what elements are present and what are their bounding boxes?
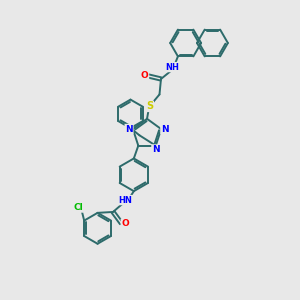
Text: N: N xyxy=(125,124,133,134)
Text: N: N xyxy=(161,124,169,134)
Text: O: O xyxy=(141,71,148,80)
Text: HN: HN xyxy=(118,196,132,205)
Text: S: S xyxy=(146,101,153,111)
Text: O: O xyxy=(121,219,129,228)
Text: NH: NH xyxy=(165,63,179,72)
Text: Cl: Cl xyxy=(74,203,83,212)
Text: N: N xyxy=(152,145,160,154)
